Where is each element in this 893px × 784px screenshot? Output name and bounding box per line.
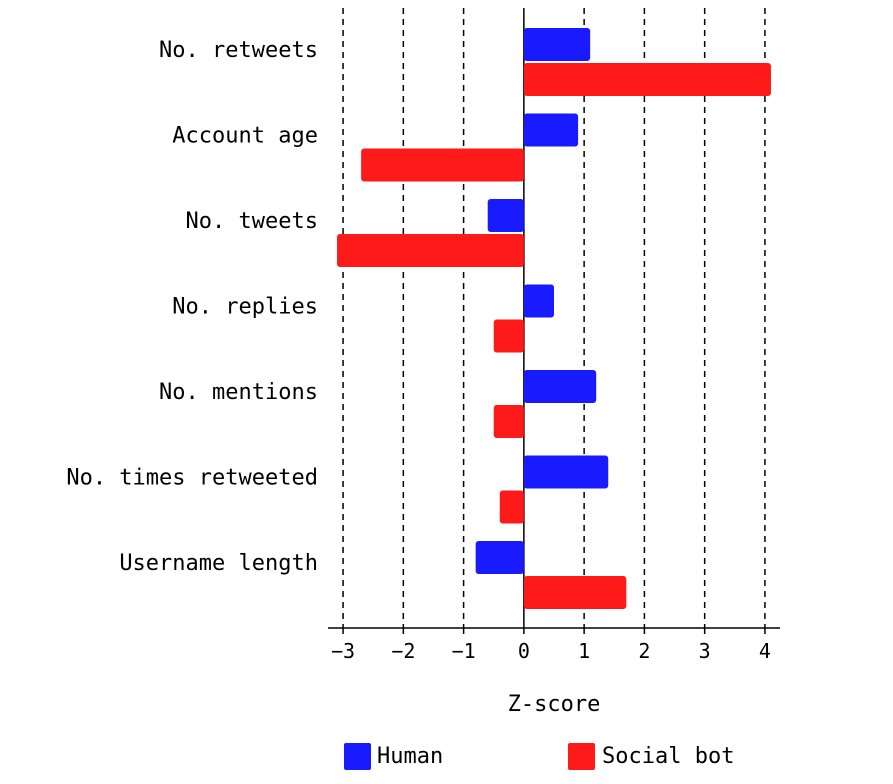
category-label: No. mentions <box>159 380 318 405</box>
bar-human-no-retweets <box>523 28 591 61</box>
bar-social-bot-no-times-retweeted <box>499 490 524 524</box>
bar-human-no-times-retweeted <box>523 455 609 489</box>
x-tick-label: 2 <box>638 639 650 663</box>
x-tick-label: −3 <box>331 639 355 663</box>
category-label: No. times retweeted <box>66 466 318 491</box>
category-label: No. retweets <box>159 38 318 63</box>
bar-social-bot-no-mentions <box>493 405 524 438</box>
x-tick-label: 1 <box>578 639 590 663</box>
category-label: No. tweets <box>186 209 318 234</box>
x-tick-label: 4 <box>759 639 771 663</box>
x-tick-label: −1 <box>452 639 476 663</box>
category-label: Username length <box>119 551 318 576</box>
x-axis: −3 −2 −1 0 1 2 3 4 <box>328 627 780 663</box>
legend-swatch-human <box>344 743 371 770</box>
category-labels: No. retweets Account age No. tweets No. rep… <box>66 38 318 576</box>
legend-label-human: Human <box>377 744 443 769</box>
category-label: No. replies <box>172 295 318 320</box>
legend-swatch-social-bot <box>568 743 595 770</box>
legend: Human Social bot <box>344 743 734 770</box>
bar-social-bot-no-retweets <box>523 63 771 96</box>
category-label: Account age <box>172 124 318 149</box>
bar-human-no-mentions <box>523 370 597 403</box>
bars <box>337 28 771 609</box>
bar-human-no-tweets <box>487 199 524 232</box>
bar-social-bot-no-tweets <box>337 234 524 267</box>
bar-human-username-length <box>475 541 524 574</box>
x-tick-label: 0 <box>518 639 530 663</box>
x-tick-label: 3 <box>699 639 711 663</box>
x-axis-title: Z-score <box>508 692 601 717</box>
bar-human-account-age <box>523 113 579 147</box>
legend-label-social-bot: Social bot <box>602 744 734 769</box>
bar-social-bot-no-replies <box>493 319 524 353</box>
bar-social-bot-account-age <box>361 148 524 182</box>
x-tick-label: −2 <box>391 639 415 663</box>
bar-human-no-replies <box>523 284 554 318</box>
bar-social-bot-username-length <box>523 576 627 609</box>
gridlines <box>342 8 766 628</box>
